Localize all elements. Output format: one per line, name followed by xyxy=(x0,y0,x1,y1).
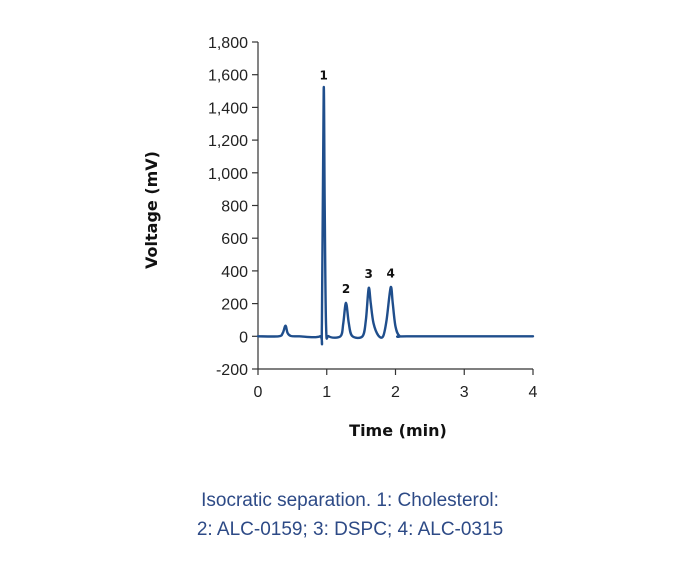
chromatogram-chart: -200 0 200 400 600 800 1,000 1,200 1,400 1,600 1,8… xyxy=(142,35,538,440)
y-tick-label: 600 xyxy=(221,231,248,248)
y-axis-title: Voltage (mV) xyxy=(142,151,161,269)
peak-label-4: 4 xyxy=(387,266,395,280)
x-tick-label: 3 xyxy=(460,384,469,401)
peak-label-3: 3 xyxy=(365,267,373,281)
y-tick-label: 1,800 xyxy=(208,35,248,52)
caption-line-2: 2: ALC-0159; 3: DSPC; 4: ALC-0315 xyxy=(196,519,504,540)
x-tick-label: 1 xyxy=(322,384,331,401)
x-axis-title: Time (min) xyxy=(349,421,447,440)
chromatogram-line xyxy=(256,85,535,346)
y-tick-label: -200 xyxy=(216,362,248,379)
y-tick-label: 200 xyxy=(221,297,248,314)
y-tick-label: 400 xyxy=(221,264,248,281)
peak-labels: 1 2 3 4 xyxy=(319,68,394,295)
caption-line-1: Isocratic separation. 1: Cholesterol: xyxy=(201,490,499,511)
peak-label-2: 2 xyxy=(342,282,350,296)
y-tick-label: 800 xyxy=(221,199,248,216)
x-tick-label: 0 xyxy=(254,384,263,401)
figure-caption: Isocratic separation. 1: Cholesterol: 2:… xyxy=(0,486,700,544)
x-tick-label: 2 xyxy=(391,384,400,401)
peak-label-1: 1 xyxy=(319,68,327,82)
x-tick-label: 4 xyxy=(529,384,538,401)
y-tick-label: 1,200 xyxy=(208,133,248,150)
y-tick-label: 1,400 xyxy=(208,100,248,117)
y-tick-label: 1,600 xyxy=(208,68,248,85)
y-tick-label: 0 xyxy=(239,329,248,346)
y-tick-label: 1,000 xyxy=(208,166,248,183)
axes: -200 0 200 400 600 800 1,000 1,200 1,400 1,600 1,8… xyxy=(208,35,538,401)
series-group xyxy=(256,85,535,346)
